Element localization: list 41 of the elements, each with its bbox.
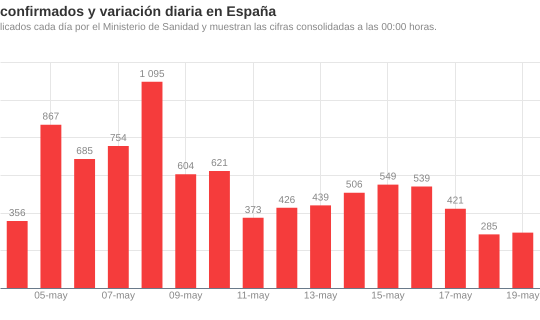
- bar: [208, 171, 230, 288]
- bar: [108, 146, 129, 288]
- bar: [175, 174, 196, 288]
- bar: [444, 208, 466, 288]
- data-label: 285: [480, 221, 498, 232]
- bar: [40, 124, 62, 288]
- bar: [142, 82, 162, 288]
- x-tick-label: 19-may: [506, 290, 540, 302]
- bar: [6, 220, 28, 288]
- data-label: 373: [244, 204, 262, 216]
- x-tick-label: 15-may: [371, 290, 405, 302]
- data-label: 867: [42, 112, 60, 123]
- data-label: 604: [177, 161, 195, 172]
- bar: [478, 234, 500, 288]
- data-label: 506: [346, 180, 364, 191]
- x-tick-label: 17-may: [438, 290, 472, 302]
- data-label: 539: [413, 173, 430, 184]
- data-label: 549: [380, 172, 397, 183]
- data-label: 439: [312, 192, 330, 204]
- chart-title: confirmados y variación diaria en España: [0, 3, 276, 19]
- bar: [276, 208, 298, 288]
- data-label: 421: [447, 196, 464, 207]
- chart-subtitle: licados cada día por el Ministerio de Sanidad y muestran las cifras consolidadas a las 00:00 horas.: [0, 22, 437, 33]
- x-tick-label: 09-may: [169, 290, 202, 302]
- data-label: 685: [76, 146, 94, 157]
- x-tick-label: 07-may: [102, 290, 135, 302]
- data-label: 754: [110, 132, 128, 144]
- x-tick-label: 05-may: [34, 290, 68, 302]
- bar: [411, 186, 432, 288]
- bar: [344, 192, 365, 288]
- x-tick-label: 13-may: [304, 290, 338, 302]
- data-label: 356: [8, 208, 26, 219]
- bar: [242, 218, 264, 288]
- data-label: 1 095: [140, 68, 165, 80]
- bar: [512, 232, 534, 288]
- bar: [310, 205, 332, 288]
- x-tick-label: 11-may: [236, 290, 270, 302]
- bar: [74, 158, 96, 288]
- data-label: 621: [211, 158, 228, 170]
- bar: [378, 184, 398, 288]
- data-label: 426: [278, 194, 296, 206]
